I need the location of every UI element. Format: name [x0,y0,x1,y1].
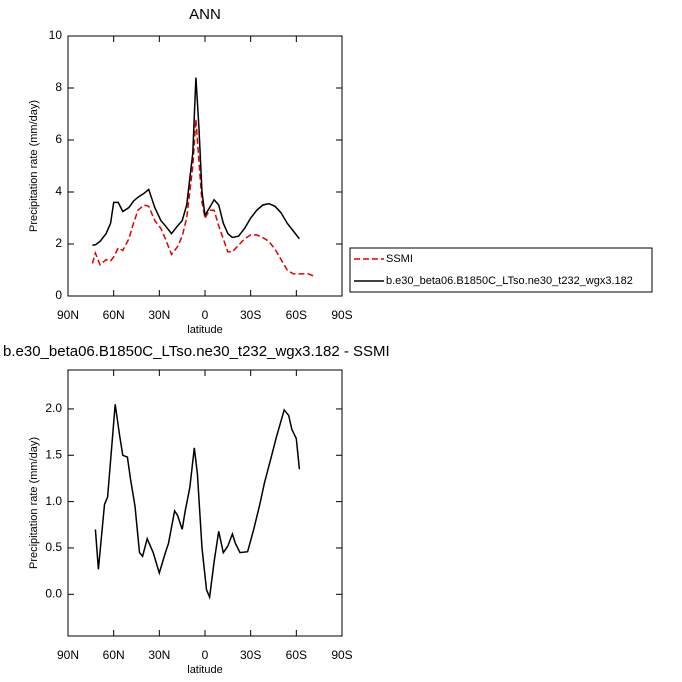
x-tick-label: 60S [286,648,307,662]
y-tick-label: 2.0 [45,401,62,415]
y-axis-label: Precipitation rate (mm/day) [28,100,40,232]
y-axis-label: Precipitation rate (mm/day) [28,437,40,569]
x-tick-label: 90N [57,648,79,662]
legend-box [349,247,653,293]
legend-label: b.e30_beta06.B1850C_LTso.ne30_t232_wgx3.… [386,275,633,287]
legend-label: SSMI [386,253,413,265]
x-tick-label: 90S [331,648,352,662]
x-tick-label: 30N [148,308,170,322]
y-tick-label: 10 [49,28,63,42]
x-tick-label: 60N [103,648,125,662]
x-tick-label: 30S [240,308,261,322]
x-tick-label: 60N [103,308,125,322]
x-tick-label: 30S [240,648,261,662]
y-tick-label: 0 [55,288,62,302]
plot-frame [67,369,343,637]
y-tick-label: 8 [55,80,62,94]
y-tick-label: 0.0 [45,586,62,600]
y-tick-label: 4 [55,184,62,198]
y-tick-label: 2 [55,236,62,250]
series-line [91,119,315,278]
x-tick-label: 0 [202,308,209,322]
x-axis-label: latitude [187,324,222,336]
y-tick-label: 6 [55,132,62,146]
x-axis-label: latitude [187,664,222,676]
x-tick-label: 60S [286,308,307,322]
chart-title: ANN [189,6,221,23]
x-tick-label: 30N [148,648,170,662]
x-tick-label: 0 [202,648,209,662]
x-tick-label: 90N [57,308,79,322]
chart-title: b.e30_beta06.B1850C_LTso.ne30_t232_wgx3.… [3,343,390,360]
plot-frame [67,35,343,297]
y-tick-label: 1.5 [45,447,62,461]
series-line [92,77,300,247]
series-line [94,404,301,600]
y-tick-label: 0.5 [45,540,62,554]
y-tick-label: 1.0 [45,494,62,508]
x-tick-label: 90S [331,308,352,322]
